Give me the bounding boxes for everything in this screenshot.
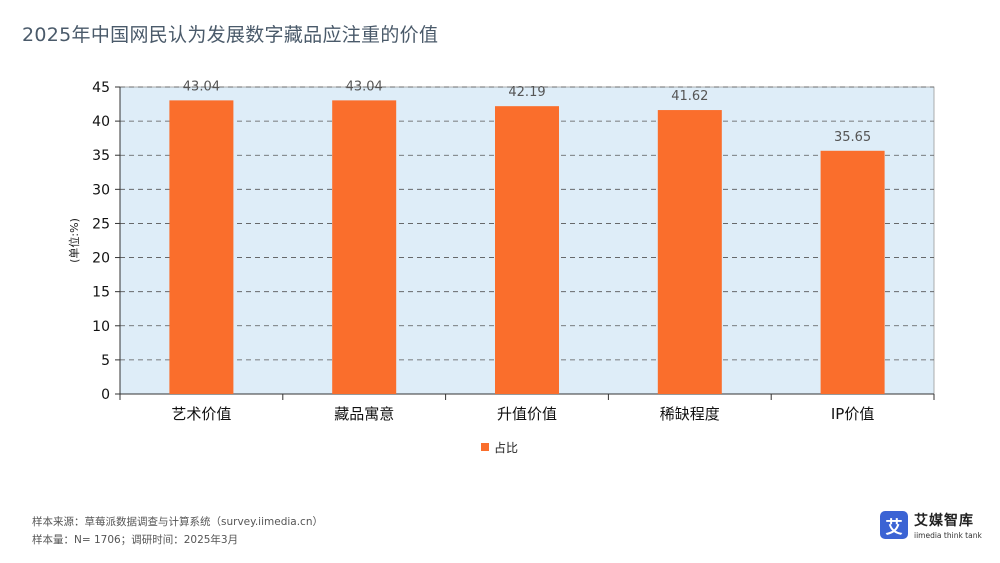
y-tick-label: 20 bbox=[92, 251, 110, 267]
logo-icon: 艾 bbox=[880, 511, 908, 539]
bar bbox=[169, 100, 234, 395]
data-label: 42.19 bbox=[508, 85, 545, 100]
chart-title: 2025年中国网民认为发展数字藏品应注重的价值 bbox=[22, 24, 439, 46]
data-label: 35.65 bbox=[834, 130, 871, 145]
y-tick-label: 40 bbox=[92, 114, 110, 130]
footer-source: 样本来源：草莓派数据调查与计算系统（survey.iimedia.cn） bbox=[32, 516, 323, 528]
y-tick-label: 5 bbox=[101, 353, 110, 369]
x-tick-label: 稀缺程度 bbox=[660, 405, 720, 423]
y-tick-label: 15 bbox=[92, 285, 110, 301]
x-tick-label: 藏品寓意 bbox=[334, 405, 394, 423]
data-label: 43.04 bbox=[183, 79, 220, 94]
y-tick-label: 30 bbox=[92, 182, 110, 198]
logo-name: 艾媒智库 bbox=[914, 513, 974, 529]
legend-swatch bbox=[481, 443, 489, 451]
footer-sample: 样本量：N= 1706；调研时间：2025年3月 bbox=[32, 534, 239, 546]
bar bbox=[820, 150, 885, 394]
brand-logo: 艾 艾媒智库 iimedia think tank bbox=[880, 510, 982, 540]
legend-label: 占比 bbox=[494, 440, 518, 455]
bar bbox=[332, 100, 397, 395]
bar-chart: 0 5 10 15 20 25 30 35 40 45 (单位:%) 43.04 艺术价值 43.04 藏品… bbox=[67, 79, 935, 455]
bar bbox=[657, 110, 722, 394]
footer: 样本来源：草莓派数据调查与计算系统（survey.iimedia.cn） 样本量… bbox=[32, 513, 323, 549]
y-tick-label: 10 bbox=[92, 319, 110, 335]
y-tick-label: 45 bbox=[92, 80, 110, 96]
data-label: 43.04 bbox=[346, 79, 383, 94]
bar bbox=[495, 106, 559, 394]
x-tick-label: 艺术价值 bbox=[171, 405, 231, 423]
y-tick-label: 0 bbox=[101, 387, 110, 403]
y-axis-label: (单位:%) bbox=[67, 218, 81, 263]
y-tick-label: 35 bbox=[92, 148, 110, 164]
logo-subtitle: iimedia think tank bbox=[914, 531, 982, 540]
data-label: 41.62 bbox=[671, 89, 708, 104]
y-tick-label: 25 bbox=[92, 216, 110, 232]
x-tick-label: 升值价值 bbox=[497, 405, 557, 423]
x-tick-label: IP价值 bbox=[831, 405, 874, 423]
